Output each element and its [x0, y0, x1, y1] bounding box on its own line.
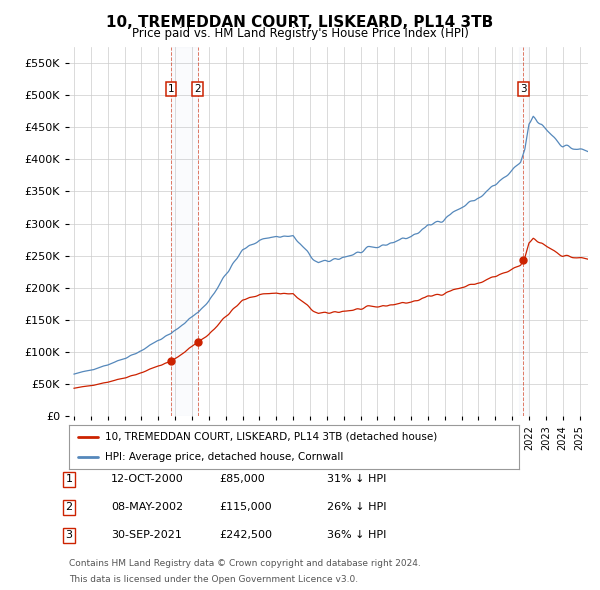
- Text: HPI: Average price, detached house, Cornwall: HPI: Average price, detached house, Corn…: [105, 452, 343, 462]
- Text: 12-OCT-2000: 12-OCT-2000: [111, 474, 184, 484]
- Text: £85,000: £85,000: [219, 474, 265, 484]
- Bar: [519, 47, 527, 416]
- Text: 3: 3: [65, 530, 73, 540]
- Text: Contains HM Land Registry data © Crown copyright and database right 2024.: Contains HM Land Registry data © Crown c…: [69, 559, 421, 568]
- Text: 36% ↓ HPI: 36% ↓ HPI: [327, 530, 386, 540]
- Text: £242,500: £242,500: [219, 530, 272, 540]
- Text: 10, TREMEDDAN COURT, LISKEARD, PL14 3TB: 10, TREMEDDAN COURT, LISKEARD, PL14 3TB: [106, 15, 494, 30]
- Text: 31% ↓ HPI: 31% ↓ HPI: [327, 474, 386, 484]
- Text: Price paid vs. HM Land Registry's House Price Index (HPI): Price paid vs. HM Land Registry's House …: [131, 27, 469, 40]
- Text: This data is licensed under the Open Government Licence v3.0.: This data is licensed under the Open Gov…: [69, 575, 358, 584]
- Text: 30-SEP-2021: 30-SEP-2021: [111, 530, 182, 540]
- Bar: [171, 47, 197, 416]
- Text: 2: 2: [194, 84, 201, 94]
- Text: £115,000: £115,000: [219, 503, 272, 512]
- Text: 1: 1: [167, 84, 174, 94]
- Text: 3: 3: [520, 84, 527, 94]
- Text: 10, TREMEDDAN COURT, LISKEARD, PL14 3TB (detached house): 10, TREMEDDAN COURT, LISKEARD, PL14 3TB …: [105, 432, 437, 442]
- Text: 1: 1: [65, 474, 73, 484]
- Text: 2: 2: [65, 503, 73, 512]
- Text: 26% ↓ HPI: 26% ↓ HPI: [327, 503, 386, 512]
- Text: 08-MAY-2002: 08-MAY-2002: [111, 503, 183, 512]
